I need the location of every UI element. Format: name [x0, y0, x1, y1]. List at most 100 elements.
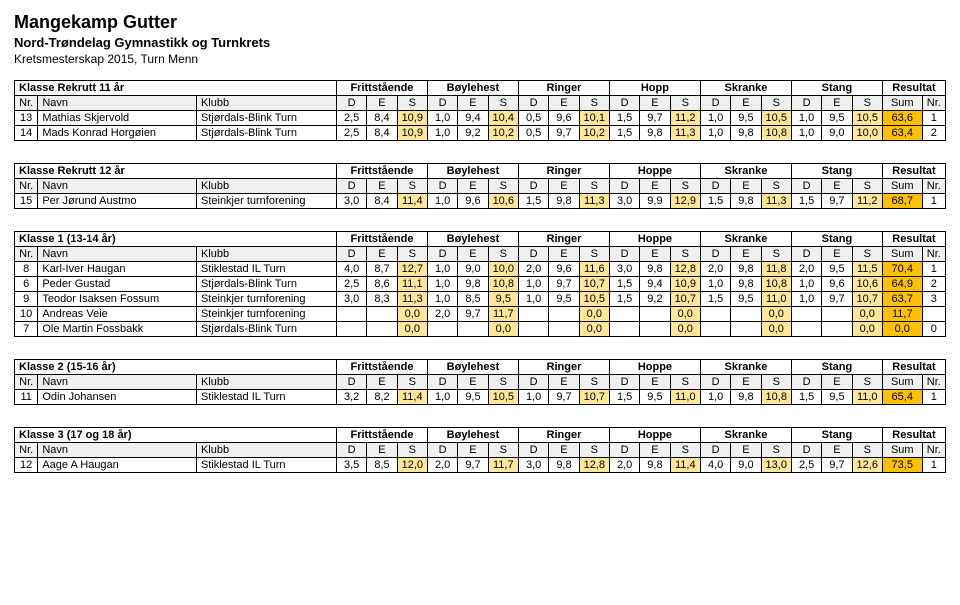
cell-value [336, 307, 366, 322]
event-label: Bøylehest [427, 232, 518, 247]
header-cell: S [852, 443, 882, 458]
header-cell: D [700, 179, 730, 194]
cell-sum: 63,6 [882, 111, 922, 126]
cell-value: 1,0 [518, 292, 548, 307]
cell-value: 1,5 [791, 194, 821, 209]
header-cell: Navn [38, 375, 197, 390]
header-cell: E [458, 247, 488, 262]
cell-value: 10,7 [579, 390, 609, 405]
event-label: Bøylehest [427, 360, 518, 375]
results-table: Klasse 1 (13-14 år)FrittståendeBøylehest… [14, 231, 946, 337]
cell-value [822, 307, 852, 322]
cell-value: 10,6 [852, 277, 882, 292]
cell-value: 9,0 [822, 126, 852, 141]
event-label: Ringer [518, 164, 609, 179]
table-row: 15Per Jørund AustmoSteinkjer turnforenin… [15, 194, 946, 209]
table-row: 13Mathias SkjervoldStjørdals-Blink Turn2… [15, 111, 946, 126]
cell-value: 3,0 [336, 292, 366, 307]
cell-value: 1,5 [791, 390, 821, 405]
cell-value: 1,5 [609, 390, 639, 405]
cell-klubb: Stiklestad IL Turn [196, 262, 336, 277]
result-label: Resultat [882, 232, 945, 247]
cell-value: 11,7 [488, 307, 518, 322]
cell-value: 8,7 [367, 262, 397, 277]
cell-value: 8,4 [367, 194, 397, 209]
cell-value: 3,0 [609, 194, 639, 209]
cell-value: 1,0 [700, 126, 730, 141]
header-cell: D [791, 443, 821, 458]
header-cell: D [427, 247, 457, 262]
tables-container: Klasse Rekrutt 11 årFrittståendeBøylehes… [14, 80, 946, 473]
cell-value: 1,0 [427, 194, 457, 209]
cell-klubb: Stiklestad IL Turn [196, 390, 336, 405]
cell-value: 9,4 [458, 111, 488, 126]
cell-place: 2 [922, 126, 945, 141]
cell-value: 2,0 [609, 458, 639, 473]
cell-value: 0,0 [852, 322, 882, 337]
header-cell: S [670, 247, 700, 262]
cell-value: 12,8 [579, 458, 609, 473]
cell-value: 2,5 [336, 111, 366, 126]
result-label: Resultat [882, 428, 945, 443]
header-cell: E [731, 443, 761, 458]
header-cell: E [367, 96, 397, 111]
cell-value: 9,8 [549, 458, 579, 473]
cell-nr: 10 [15, 307, 38, 322]
header-cell: E [640, 247, 670, 262]
header-cell: E [367, 247, 397, 262]
cell-sum: 63,7 [882, 292, 922, 307]
cell-place: 1 [922, 458, 945, 473]
cell-value: 11,8 [761, 262, 791, 277]
cell-value: 11,0 [761, 292, 791, 307]
header-cell: E [731, 247, 761, 262]
header-cell: S [761, 375, 791, 390]
header-cell: S [488, 443, 518, 458]
cell-value: 3,0 [609, 262, 639, 277]
cell-value: 1,0 [427, 111, 457, 126]
cell-value: 9,7 [822, 458, 852, 473]
cell-value: 11,0 [670, 390, 700, 405]
event-label: Hoppe [609, 164, 700, 179]
cell-value: 4,0 [700, 458, 730, 473]
cell-value: 4,0 [336, 262, 366, 277]
cell-value: 11,7 [488, 458, 518, 473]
cell-sum: 68,7 [882, 194, 922, 209]
header-cell: Klubb [196, 375, 336, 390]
header-cell: D [427, 375, 457, 390]
cell-value: 9,6 [458, 194, 488, 209]
header-cell: S [397, 179, 427, 194]
cell-value: 11,4 [670, 458, 700, 473]
header-cell: Nr. [922, 96, 945, 111]
event-label: Frittstående [336, 428, 427, 443]
result-label: Resultat [882, 81, 945, 96]
cell-nr: 6 [15, 277, 38, 292]
header-cell: E [822, 375, 852, 390]
header-cell: D [791, 375, 821, 390]
cell-value: 0,0 [579, 322, 609, 337]
header-cell: D [336, 247, 366, 262]
cell-value: 8,5 [367, 458, 397, 473]
header-cell: D [518, 179, 548, 194]
cell-value: 9,8 [640, 458, 670, 473]
table-row: 10Andreas VeieSteinkjer turnforening0,02… [15, 307, 946, 322]
header-cell: D [791, 247, 821, 262]
cell-value: 10,2 [579, 126, 609, 141]
page-subtitle: Nord-Trøndelag Gymnastikk og Turnkrets [14, 35, 946, 50]
cell-navn: Andreas Veie [38, 307, 197, 322]
cell-value [731, 307, 761, 322]
header-cell: D [791, 96, 821, 111]
cell-value: 9,7 [549, 277, 579, 292]
cell-value: 10,2 [488, 126, 518, 141]
cell-place: 1 [922, 262, 945, 277]
header-cell: D [609, 179, 639, 194]
cell-value: 1,5 [609, 277, 639, 292]
header-cell: D [700, 375, 730, 390]
cell-value: 10,9 [670, 277, 700, 292]
header-cell: E [640, 375, 670, 390]
header-cell: D [518, 443, 548, 458]
event-label: Bøylehest [427, 428, 518, 443]
cell-sum: 64,9 [882, 277, 922, 292]
cell-navn: Odin Johansen [38, 390, 197, 405]
event-label: Skranke [700, 360, 791, 375]
event-label: Frittstående [336, 360, 427, 375]
